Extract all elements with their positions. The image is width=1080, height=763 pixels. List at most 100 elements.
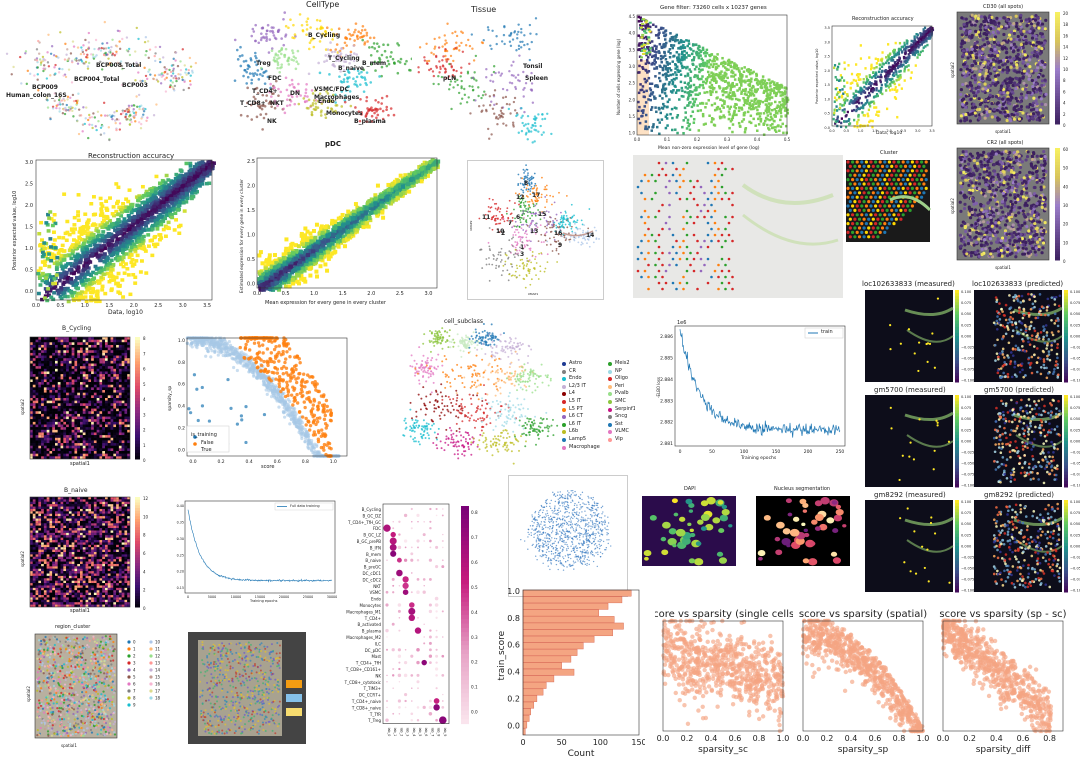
umap-celltype-title: CellType: [306, 0, 339, 9]
colorbar-segment: [1055, 107, 1060, 111]
density-bin: [856, 125, 859, 129]
umap-point: [370, 114, 374, 118]
umap-point: [296, 62, 300, 66]
density-bin: [838, 106, 842, 110]
spot: [965, 21, 969, 25]
density-bin: [781, 97, 785, 101]
density-bin: [844, 115, 847, 118]
density-bin: [143, 216, 148, 221]
density-bin: [57, 235, 62, 240]
density-bin: [914, 39, 917, 43]
density-bin: [783, 86, 786, 90]
density-bin: [696, 53, 699, 57]
density-bin: [100, 220, 105, 225]
spot: [978, 69, 982, 73]
umap-point: [100, 46, 103, 50]
umap-point: [47, 65, 51, 68]
density-bin: [669, 37, 672, 41]
density-bin: [729, 95, 732, 98]
spot: [1012, 31, 1016, 36]
umap-point: [81, 130, 84, 133]
density-bin: [782, 100, 786, 103]
spot: [1022, 60, 1026, 64]
density-bin: [752, 94, 756, 97]
umap-point: [433, 47, 436, 50]
density-bin: [664, 41, 668, 45]
umap-point: [265, 39, 268, 43]
density-bin: [701, 112, 705, 116]
umap-point: [245, 70, 248, 74]
density-bin: [643, 105, 647, 108]
umap-point: [101, 124, 104, 128]
density-bin: [924, 37, 927, 41]
density-bin: [900, 60, 903, 63]
spot: [983, 116, 987, 120]
density-bin: [765, 106, 769, 110]
density-bin: [853, 125, 856, 128]
density-bin: [701, 75, 704, 78]
density-bin: [887, 58, 890, 61]
density-bin: [746, 99, 750, 102]
density-bin: [655, 45, 658, 48]
density-bin: [140, 259, 144, 263]
density-bin: [668, 98, 671, 101]
umap-point: [282, 107, 285, 111]
density-bin: [76, 270, 81, 274]
spot: [994, 94, 999, 99]
umap-point: [181, 76, 184, 79]
density-bin: [871, 125, 874, 129]
density-bin: [833, 64, 837, 67]
umap-point: [517, 131, 520, 134]
spot: [989, 59, 993, 63]
density-bin: [657, 28, 661, 32]
density-bin: [682, 40, 686, 43]
umap-point: [125, 36, 129, 39]
density-bin: [876, 58, 880, 61]
density-bin: [165, 212, 170, 216]
umap-point: [252, 74, 256, 78]
density-bin: [736, 89, 739, 92]
density-bin: [870, 76, 874, 79]
density-bin: [668, 55, 672, 59]
density-bin: [648, 87, 652, 90]
spot: [989, 47, 993, 52]
density-bin: [680, 40, 683, 44]
umap-point: [474, 54, 478, 58]
spot: [1009, 81, 1013, 85]
density-bin: [836, 67, 839, 71]
density-bin: [860, 92, 863, 95]
umap-point: [179, 68, 183, 72]
density-bin: [648, 30, 652, 33]
spot: [962, 62, 966, 66]
density-bin: [99, 266, 104, 270]
density-bin: [742, 70, 746, 73]
density-bin: [735, 113, 738, 117]
umap-point: [269, 86, 272, 90]
density-bin: [661, 68, 665, 72]
density-bin: [704, 54, 707, 58]
umap-point: [495, 42, 498, 46]
umap-point: [373, 47, 377, 50]
spot: [965, 64, 969, 68]
density-bin: [655, 84, 659, 87]
density-bin: [647, 76, 651, 80]
umap-point: [85, 55, 88, 59]
density-bin: [99, 275, 104, 280]
density-bin: [638, 105, 641, 109]
density-bin: [898, 83, 901, 87]
density-bin: [926, 30, 929, 34]
density-bin: [691, 59, 694, 62]
umap-point: [183, 80, 186, 83]
density-bin: [642, 30, 646, 33]
umap-point: [423, 56, 426, 59]
umap-point: [99, 133, 103, 136]
umap-point: [343, 41, 347, 45]
density-bin: [644, 127, 647, 131]
umap-point: [386, 43, 390, 47]
umap-point: [115, 118, 119, 121]
umap-point: [454, 30, 457, 34]
density-bin: [105, 271, 110, 276]
umap-point: [333, 50, 337, 53]
density-bin: [750, 92, 754, 95]
density-bin: [876, 94, 880, 98]
